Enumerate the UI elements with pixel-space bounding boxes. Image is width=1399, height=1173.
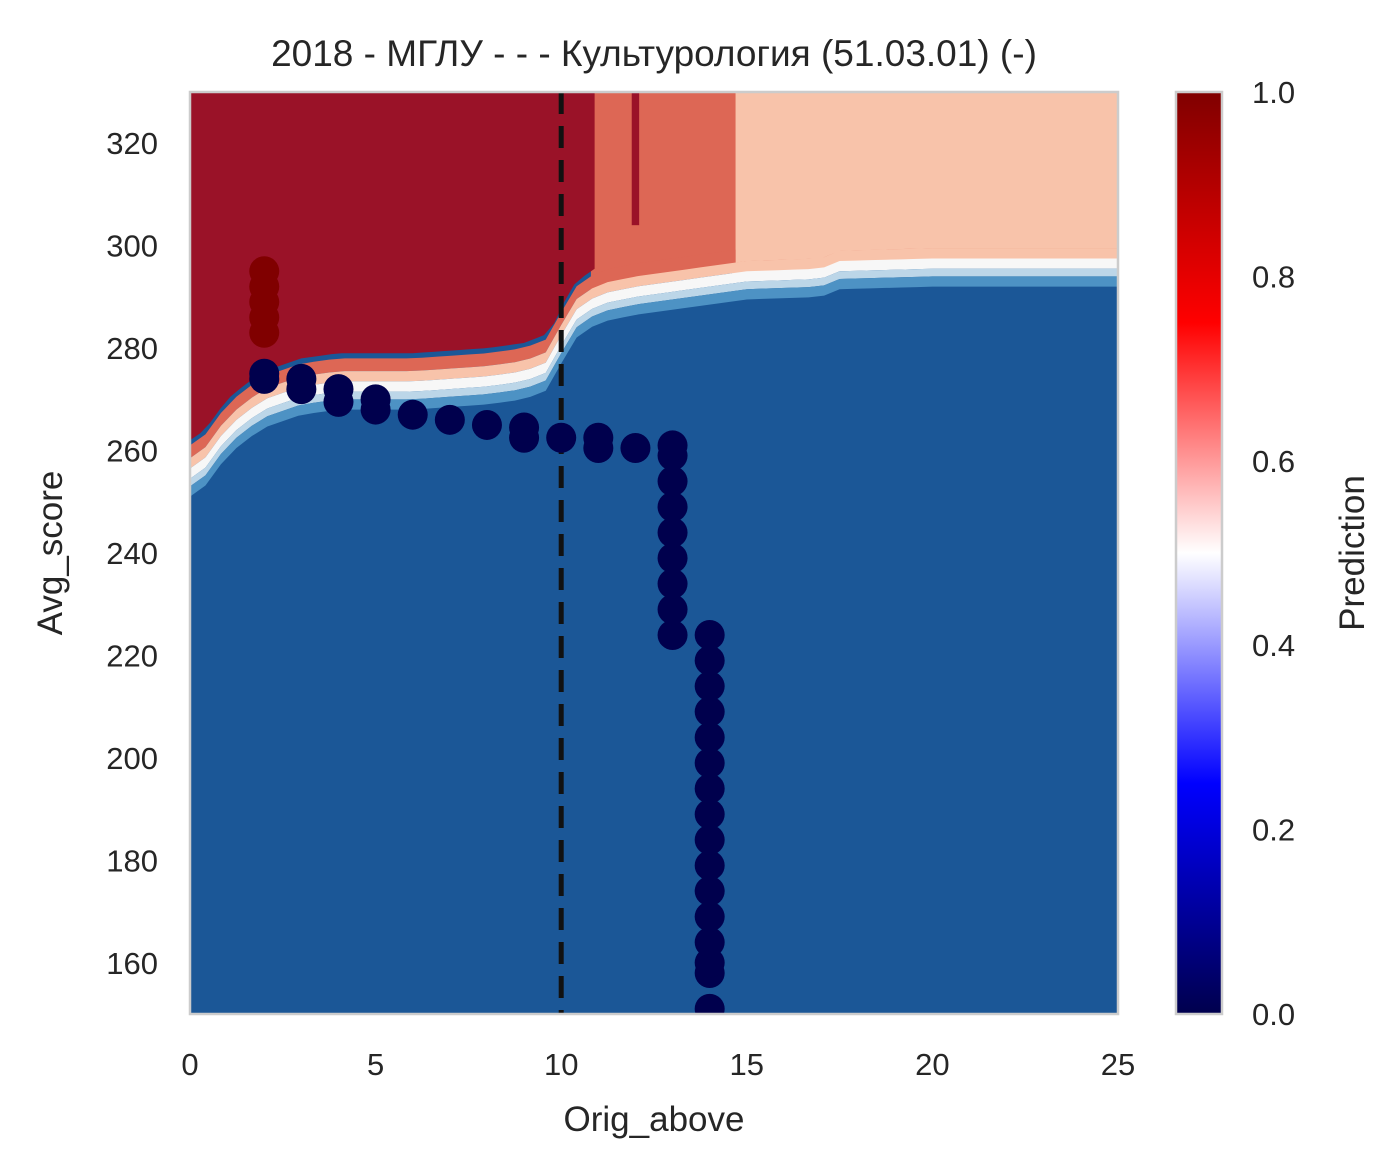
data-point: [657, 543, 688, 574]
y-tick-label: 220: [106, 638, 158, 673]
data-point: [694, 876, 725, 907]
data-point: [657, 491, 688, 522]
data-point: [397, 399, 428, 430]
data-point: [694, 901, 725, 932]
x-axis-label: Orig_above: [564, 1100, 745, 1139]
data-point: [694, 671, 725, 702]
colorbar: [1174, 90, 1224, 1016]
data-point: [323, 374, 354, 405]
colorbar-tick-label: 0.0: [1252, 997, 1295, 1032]
data-point: [694, 850, 725, 881]
region-dark-red: [190, 92, 595, 441]
region-medium-red: [590, 92, 736, 292]
data-point: [657, 430, 688, 461]
data-point: [249, 358, 280, 389]
y-tick-label: 300: [106, 229, 158, 264]
data-point: [249, 256, 280, 287]
data-point: [509, 412, 540, 443]
data-point: [620, 432, 651, 463]
x-tick-label: 15: [730, 1047, 764, 1082]
data-point: [657, 517, 688, 548]
colorbar-tick-label: 1.0: [1252, 75, 1295, 110]
y-tick-label: 240: [106, 536, 158, 571]
region-light-salmon-top: [735, 92, 1118, 263]
data-point: [583, 422, 614, 453]
y-tick-label: 280: [106, 331, 158, 366]
data-point: [694, 927, 725, 958]
data-point: [694, 645, 725, 676]
x-tick-label: 25: [1101, 1047, 1135, 1082]
data-point: [694, 696, 725, 727]
y-tick-label: 200: [106, 741, 158, 776]
data-point: [694, 773, 725, 804]
x-tick-label: 10: [544, 1047, 578, 1082]
colorbar-label: Prediction: [1333, 475, 1372, 631]
plot-frame: [188, 90, 1120, 1016]
colorbar-tick-label: 0.2: [1252, 813, 1295, 848]
region-dark-red-spike: [631, 92, 640, 226]
data-point: [694, 619, 725, 650]
colorbar-tick-label: 0.6: [1252, 444, 1295, 479]
data-point: [694, 993, 725, 1014]
data-point: [657, 568, 688, 599]
data-point: [657, 466, 688, 497]
chart-title: 2018 - МГЛУ - - - Культурология (51.03.0…: [271, 33, 1037, 74]
data-point: [694, 722, 725, 753]
y-axis-label: Avg_score: [31, 471, 70, 636]
data-point: [694, 748, 725, 779]
data-point: [434, 404, 465, 435]
y-tick-label: 160: [106, 946, 158, 981]
data-point: [471, 409, 502, 440]
data-point: [657, 594, 688, 625]
x-tick-label: 5: [367, 1047, 384, 1082]
data-point: [657, 619, 688, 650]
data-point: [286, 363, 317, 394]
data-point: [694, 799, 725, 830]
plot-area: [190, 92, 1118, 1014]
y-tick-label: 260: [106, 434, 158, 469]
x-tick-label: 0: [181, 1047, 198, 1082]
y-tick-label: 320: [106, 126, 158, 161]
x-tick-label: 20: [915, 1047, 949, 1082]
data-point: [360, 384, 391, 415]
colorbar-tick-label: 0.8: [1252, 259, 1295, 294]
data-point: [546, 422, 577, 453]
data-point: [694, 824, 725, 855]
colorbar-tick-label: 0.4: [1252, 628, 1295, 663]
y-tick-label: 180: [106, 843, 158, 878]
